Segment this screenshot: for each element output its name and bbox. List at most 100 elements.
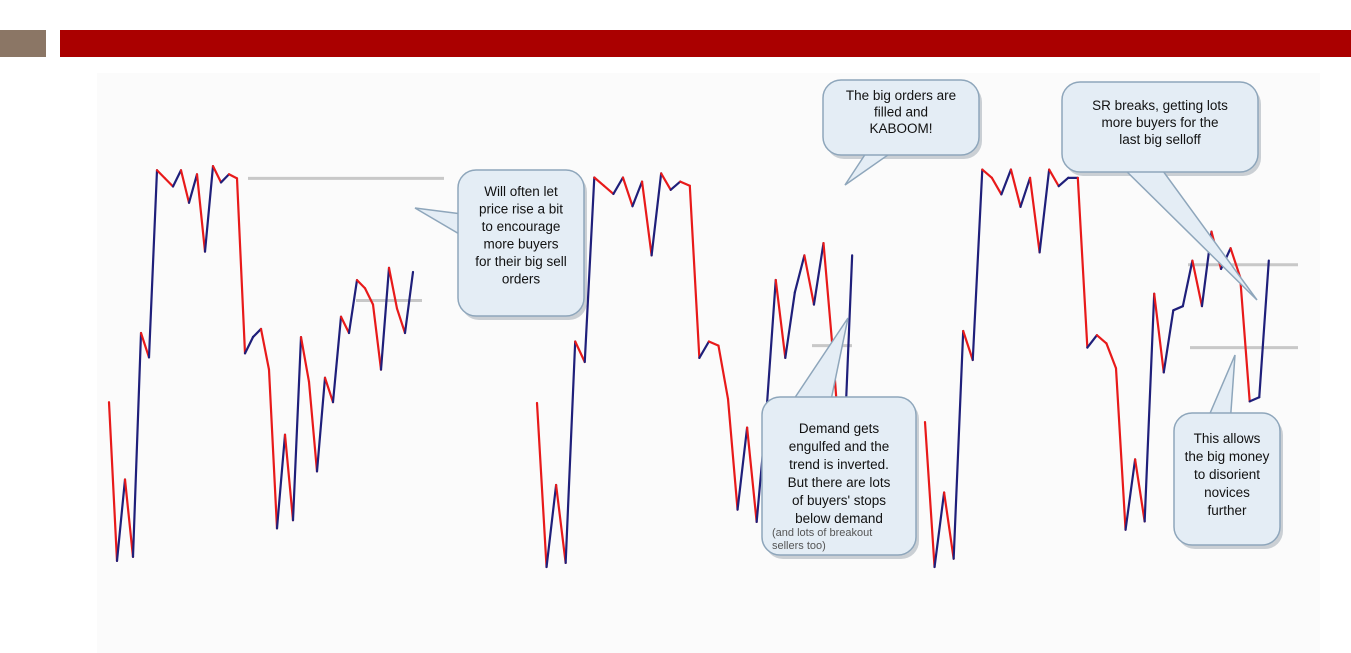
price-segment-down: [990, 176, 1003, 196]
price-segment-down: [602, 184, 615, 195]
price-segment-up: [971, 168, 984, 362]
header-accent-bar: [60, 30, 1351, 57]
price-segment-down: [283, 433, 295, 522]
price-segment-down: [707, 340, 720, 347]
callout-box: [457, 169, 585, 317]
callout-subtext-line: sellers too): [772, 540, 826, 552]
price-segment-down: [195, 173, 207, 253]
price-segment-down: [355, 279, 367, 290]
callout-text-line: further: [1207, 503, 1247, 518]
price-segment-down: [155, 169, 167, 180]
price-segment-up: [1038, 168, 1051, 254]
header-accent-square: [0, 30, 46, 57]
price-segment-down: [574, 340, 586, 364]
price-segment-up: [812, 242, 825, 306]
price-segment-up: [952, 329, 965, 560]
price-segment-down: [726, 397, 739, 511]
price-segment-down: [640, 180, 653, 257]
callout-text-line: This allows: [1194, 431, 1261, 446]
price-segment-up: [275, 433, 287, 530]
callout-demand: Demand gets engulfed and the trend is inve…: [761, 317, 919, 559]
price-segment-down: [227, 173, 239, 180]
price-segment-up: [171, 169, 183, 188]
price-segment-up: [1143, 292, 1156, 523]
callout-box: [1173, 412, 1281, 546]
callout-box: [822, 79, 980, 156]
price-segment-down: [267, 368, 279, 530]
price-segment-up: [1000, 168, 1013, 196]
price-segment-down: [717, 344, 730, 400]
price-segment-up: [612, 176, 625, 195]
price-segment-up: [1172, 305, 1184, 312]
price-segment-down: [371, 303, 383, 371]
price-segment-up: [765, 278, 777, 417]
callout-text-line: last big selloff: [1119, 132, 1201, 147]
price-segment-up: [115, 478, 127, 563]
price-segment-down: [688, 184, 701, 359]
price-segment-up: [315, 376, 327, 473]
price-segment-down: [1114, 367, 1127, 531]
price-segment-up: [243, 335, 255, 355]
price-segment-up: [1248, 396, 1261, 403]
callout-text-line: novices: [1204, 485, 1250, 500]
price-segment-up: [1162, 309, 1175, 374]
price-segment-up: [933, 491, 946, 569]
price-segment-up: [1019, 176, 1032, 208]
price-segment-down: [981, 168, 993, 179]
price-segment-down: [803, 254, 816, 306]
price-segment-down: [339, 315, 351, 335]
price-segment-down: [307, 380, 319, 473]
price-segment-down: [1048, 168, 1060, 188]
price-segment-down: [123, 478, 135, 558]
callout-text-line: more buyers: [483, 237, 558, 252]
callout-text-line: below demand: [795, 511, 883, 526]
price-segment-up: [251, 327, 263, 339]
price-segment-up: [698, 340, 711, 359]
price-segment-up: [1086, 334, 1099, 349]
callout-subtext-line: (and lots of breakout: [772, 527, 872, 539]
callout-text-line: of buyers' stops: [792, 493, 886, 508]
callout-text-line: SR breaks, getting lots: [1092, 98, 1228, 113]
price-segment-up: [793, 254, 806, 294]
price-segment-down: [139, 331, 151, 359]
price-segment-down: [363, 287, 375, 306]
callout-text-line: filled and: [874, 105, 928, 120]
callout-text-line: orders: [502, 272, 541, 287]
callout-text-line: The big orders are: [846, 88, 956, 103]
price-segment-down: [745, 426, 758, 524]
price-segment-down: [163, 177, 175, 188]
price-segment-up: [379, 266, 391, 371]
price-segment-down: [107, 401, 119, 563]
price-segment-up: [347, 279, 359, 335]
price-segment-up: [131, 331, 143, 558]
price-segment-up: [545, 483, 558, 569]
price-segment-down: [774, 278, 787, 359]
price-segment-up: [403, 270, 415, 335]
price-segment-up: [291, 335, 303, 522]
price-segment-down: [1239, 276, 1251, 403]
price-segment-down: [179, 169, 191, 204]
price-segment-up: [784, 291, 796, 359]
callout-text-line: KABOOM!: [869, 121, 932, 136]
price-segment-down: [621, 176, 634, 208]
callout-text-line: to disorient: [1194, 467, 1260, 482]
price-segment-down: [942, 491, 955, 560]
price-segment-up: [1258, 259, 1270, 399]
price-segment-down: [395, 307, 407, 335]
callout-text-line: the big money: [1185, 449, 1270, 464]
price-series-1: [107, 165, 444, 563]
price-segment-up: [203, 165, 215, 253]
price-segment-up: [669, 180, 682, 191]
price-segment-down: [962, 329, 974, 362]
price-segment-up: [187, 173, 199, 204]
price-segment-up: [564, 340, 577, 565]
price-segment-up: [147, 169, 159, 359]
price-segment-down: [1105, 342, 1118, 370]
price-segment-down: [211, 165, 223, 184]
price-segment-down: [923, 421, 936, 569]
price-segment-down: [660, 172, 672, 191]
callout-novices: This allows the big money to disorient novi…: [1173, 354, 1283, 549]
callout-text-line: But there are lots: [788, 475, 891, 490]
price-segment-up: [1057, 176, 1070, 188]
